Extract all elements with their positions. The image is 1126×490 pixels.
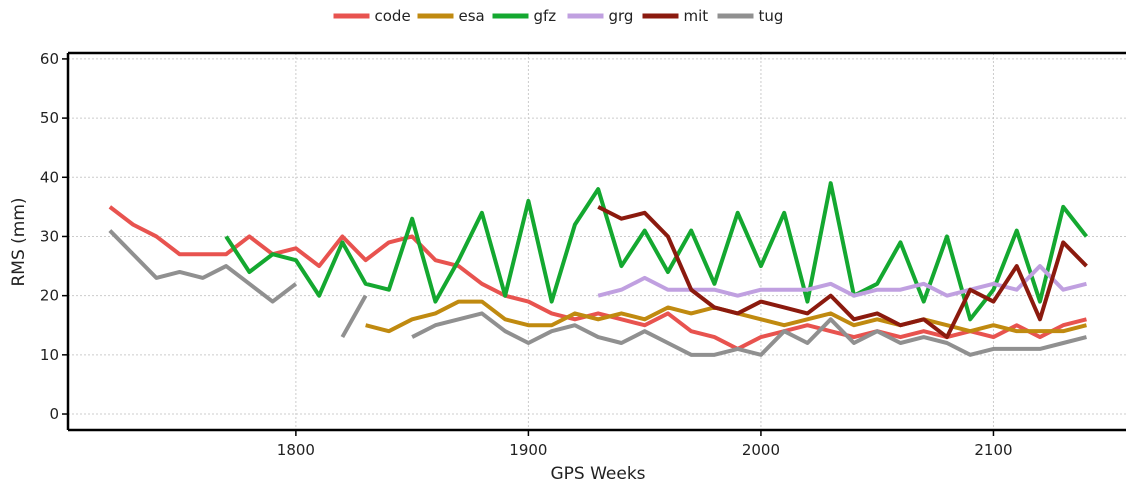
x-tick-label: 1800 (277, 441, 315, 459)
legend-label: tug (759, 7, 784, 25)
series-line (108, 229, 1087, 357)
x-tick-label: 2000 (742, 441, 780, 459)
legend-label: gfz (534, 7, 557, 25)
legend-label: esa (459, 7, 485, 25)
series-line (108, 205, 1087, 351)
series-line (224, 181, 1089, 322)
y-tick-label: 30 (40, 227, 59, 245)
x-axis-label: GPS Weeks (550, 464, 645, 484)
legend-label: mit (684, 7, 709, 25)
legend-label: grg (609, 7, 634, 25)
x-tick-label: 1900 (509, 441, 547, 459)
y-tick-label: 0 (49, 405, 59, 423)
legend-label: code (375, 7, 411, 25)
series-line (597, 205, 1088, 340)
y-tick-label: 10 (40, 346, 59, 364)
y-tick-label: 50 (40, 109, 59, 127)
y-axis-label: RMS (mm) (9, 197, 29, 286)
y-tick-label: 20 (40, 287, 59, 305)
x-tick-label: 2100 (974, 441, 1012, 459)
y-tick-label: 40 (40, 168, 59, 186)
y-tick-label: 60 (40, 50, 59, 68)
